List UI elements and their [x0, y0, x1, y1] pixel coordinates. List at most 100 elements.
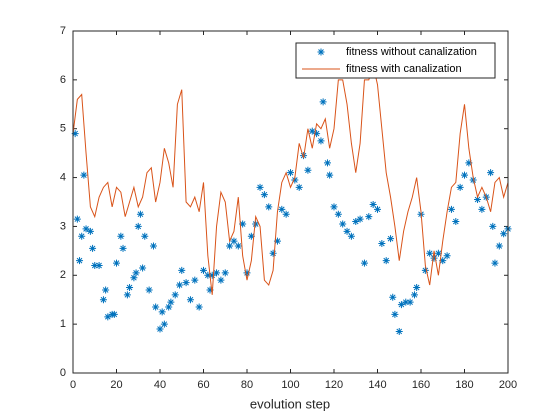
scatter-point: [339, 220, 347, 228]
scatter-point: [247, 232, 255, 240]
scatter-point: [91, 262, 99, 270]
scatter-point: [330, 203, 338, 211]
scatter-point: [226, 242, 234, 250]
scatter-point: [491, 259, 499, 267]
scatter-point: [387, 235, 395, 243]
scatter-point: [243, 269, 251, 277]
scatter-point: [287, 169, 294, 177]
scatter-point: [160, 320, 168, 328]
line-series: [72, 63, 509, 295]
scatter-point: [165, 303, 173, 311]
x-tick-label: 80: [241, 379, 253, 391]
scatter-point: [204, 271, 212, 279]
scatter-point: [282, 210, 290, 218]
scatter-point: [99, 296, 107, 304]
scatter-point: [110, 310, 118, 318]
scatter-point: [200, 266, 207, 274]
scatter-point: [171, 291, 179, 299]
scatter-point: [495, 242, 503, 250]
scatter-point: [182, 279, 190, 287]
scatter-point: [95, 262, 103, 270]
x-tick-label: 40: [154, 379, 166, 391]
scatter-point: [308, 127, 316, 135]
scatter-point: [117, 232, 125, 240]
scatter-point: [269, 249, 277, 257]
scatter-point: [191, 276, 199, 284]
scatter-point: [439, 257, 447, 265]
scatter-point: [102, 286, 110, 294]
scatter-point: [452, 218, 460, 226]
scatter-point: [78, 232, 86, 240]
scatter-point: [278, 205, 286, 213]
x-tick-label: 60: [197, 379, 209, 391]
scatter-point: [178, 266, 186, 274]
scatter-point: [265, 203, 273, 211]
scatter-point: [487, 169, 495, 177]
scatter-point: [152, 303, 160, 311]
scatter-point: [319, 98, 327, 106]
x-tick-label: 140: [368, 379, 386, 391]
scatter-point: [213, 269, 221, 277]
scatter-point: [434, 249, 442, 257]
scatter-point: [317, 137, 325, 145]
scatter-point: [413, 284, 421, 291]
scatter-point: [234, 242, 242, 250]
scatter-point: [421, 266, 429, 274]
scatter-point: [369, 200, 377, 208]
x-axis-label: evolution step: [250, 396, 330, 411]
scatter-point: [134, 222, 142, 230]
scatter-point: [465, 159, 473, 167]
scatter-point: [389, 293, 397, 301]
scatter-point: [136, 210, 144, 218]
scatter-point: [139, 264, 147, 272]
x-tick-label: 120: [325, 379, 343, 391]
scatter-point: [230, 237, 238, 245]
scatter-point: [478, 205, 486, 213]
scatter-point: [469, 176, 477, 184]
scatter-point: [395, 327, 403, 335]
scatter-point: [489, 222, 497, 230]
x-tick-label: 20: [110, 379, 122, 391]
scatter-point: [80, 171, 88, 179]
scatter-point: [443, 252, 451, 260]
scatter-point: [426, 249, 434, 257]
scatter-point: [86, 227, 94, 235]
scatter-point: [252, 220, 260, 228]
scatter-point: [406, 298, 414, 306]
y-tick-label: 6: [60, 74, 66, 86]
scatter-point: [474, 196, 482, 204]
x-tick-label: 160: [412, 379, 430, 391]
scatter-point: [206, 286, 214, 294]
scatter-point: [500, 230, 508, 238]
scatter-point: [402, 298, 410, 306]
x-tick-label: 180: [455, 379, 473, 391]
scatter-point: [347, 232, 355, 240]
y-tick-label: 4: [60, 171, 66, 183]
scatter-point: [158, 308, 166, 316]
x-tick-label: 0: [70, 379, 76, 391]
scatter-point: [397, 301, 405, 309]
legend-swatch: [317, 48, 325, 56]
legend-label: fitness without canalization: [346, 46, 477, 58]
scatter-point: [382, 257, 390, 265]
scatter-point: [239, 220, 247, 228]
x-tick-label: 100: [281, 379, 299, 391]
y-tick-label: 1: [60, 318, 66, 330]
y-tick-label: 3: [60, 220, 66, 232]
scatter-point: [156, 325, 164, 333]
axes-box: [72, 30, 509, 374]
scatter-point: [273, 237, 281, 245]
scatter-point: [256, 183, 264, 191]
scatter-point: [410, 291, 418, 299]
scatter-point: [123, 291, 131, 299]
scatter-point: [374, 205, 381, 213]
scatter-point: [352, 218, 360, 226]
scatter-point: [186, 296, 194, 304]
scatter-point: [378, 240, 386, 248]
y-tick-label: 0: [60, 367, 66, 379]
scatter-point: [176, 281, 184, 289]
scatter-point: [326, 171, 334, 179]
scatter-point: [89, 244, 97, 252]
scatter-point: [356, 215, 364, 223]
